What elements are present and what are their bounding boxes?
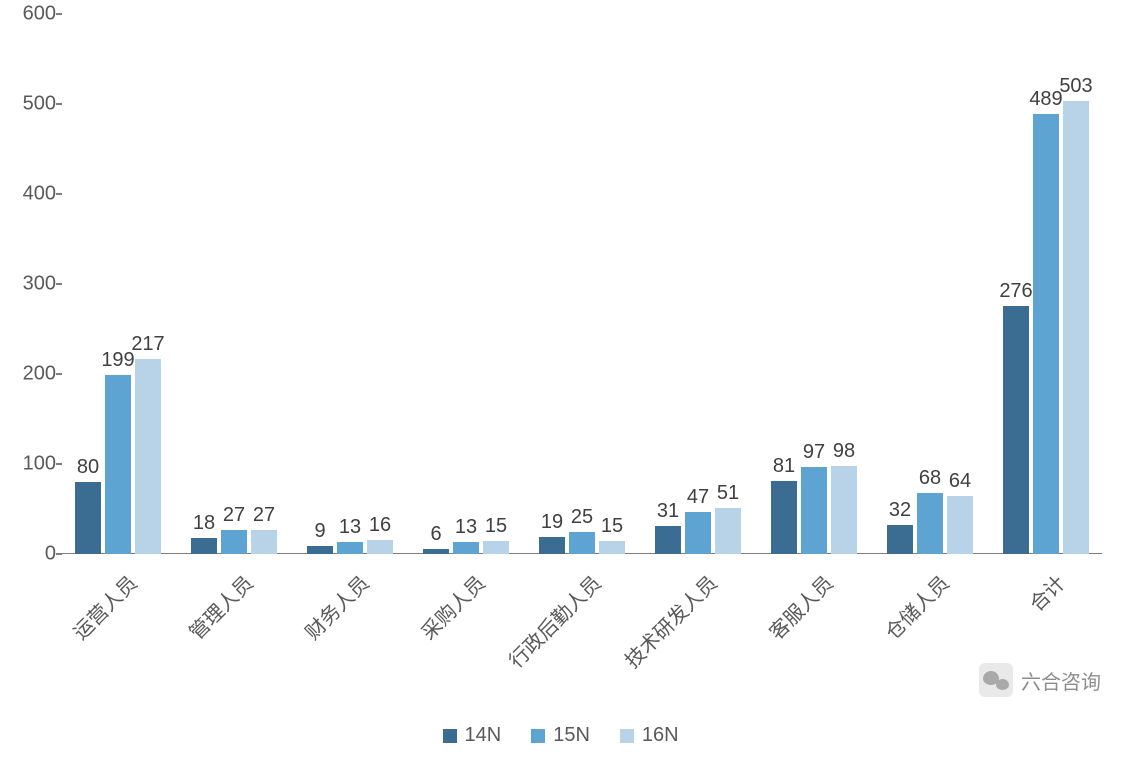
watermark: 六合咨询 [979,663,1101,697]
ytick-mark [56,553,62,555]
category-label: 采购人员 [413,568,490,645]
bar [307,546,333,554]
ytick-label: 300 [0,273,56,296]
bar-value-label: 15 [476,515,516,538]
ytick-label: 400 [0,183,56,206]
ytick-mark [56,373,62,375]
ytick-mark [56,463,62,465]
bar-value-label: 51 [708,482,748,505]
bar-value-label: 80 [68,456,108,479]
ytick-label: 600 [0,3,56,26]
bar-value-label: 98 [824,440,864,463]
legend-swatch [620,729,634,743]
ytick-mark [56,13,62,15]
legend-swatch [531,729,545,743]
bar [947,496,973,554]
bar [801,467,827,554]
ytick-mark [56,283,62,285]
bar [831,466,857,554]
category-label: 技术研发人员 [617,568,722,673]
bar-value-label: 276 [996,280,1036,303]
bar [221,530,247,554]
chart-container: 0100200300400500600 80199217运营人员182727管理… [0,0,1121,757]
category-label: 财务人员 [297,568,374,645]
bar [599,541,625,555]
ytick-mark [56,193,62,195]
bar [483,541,509,555]
legend: 14N 15N 16N [443,724,679,747]
category-label: 行政后勤人员 [501,568,606,673]
bar-value-label: 27 [244,504,284,527]
legend-item: 14N [443,724,502,747]
bar [75,482,101,554]
category-label: 合计 [1022,568,1071,617]
ytick-mark [56,103,62,105]
bar [771,481,797,554]
bar [539,537,565,554]
bar-value-label: 217 [128,333,168,356]
legend-item: 16N [620,724,679,747]
category-label: 管理人员 [181,568,258,645]
bar-value-label: 503 [1056,75,1096,98]
ytick-label: 200 [0,363,56,386]
bar [1033,114,1059,554]
bar [423,549,449,554]
bar [1063,101,1089,554]
wechat-icon [979,663,1013,697]
category-label: 运营人员 [65,568,142,645]
bar [191,538,217,554]
bar-value-label: 64 [940,470,980,493]
legend-swatch [443,729,457,743]
legend-item: 15N [531,724,590,747]
legend-label: 14N [465,724,502,747]
bar-value-label: 16 [360,514,400,537]
legend-label: 15N [553,724,590,747]
bar [917,493,943,554]
bar [453,542,479,554]
bar [367,540,393,554]
bar [685,512,711,554]
ytick-label: 100 [0,453,56,476]
bar-value-label: 15 [592,515,632,538]
bar [135,359,161,554]
bar [251,530,277,554]
legend-label: 16N [642,724,679,747]
ytick-label: 0 [0,543,56,566]
bar [105,375,131,554]
bar [715,508,741,554]
category-label: 客服人员 [761,568,838,645]
bar [655,526,681,554]
ytick-label: 500 [0,93,56,116]
watermark-text: 六合咨询 [1021,666,1101,695]
bar-value-label: 32 [880,499,920,522]
bar [337,542,363,554]
bar [887,525,913,554]
category-label: 仓储人员 [877,568,954,645]
bar [1003,306,1029,554]
